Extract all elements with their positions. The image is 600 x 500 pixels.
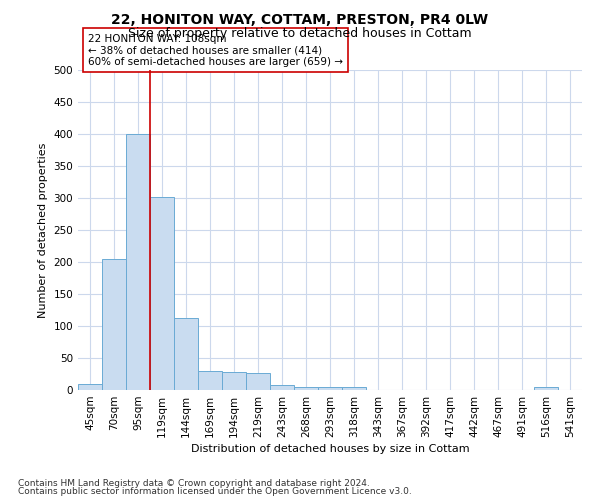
Y-axis label: Number of detached properties: Number of detached properties bbox=[38, 142, 48, 318]
Bar bbox=[150, 196, 174, 390]
Text: Contains HM Land Registry data © Crown copyright and database right 2024.: Contains HM Land Registry data © Crown c… bbox=[18, 478, 370, 488]
X-axis label: Distribution of detached houses by size in Cottam: Distribution of detached houses by size … bbox=[191, 444, 469, 454]
Bar bbox=[198, 371, 222, 390]
Text: Size of property relative to detached houses in Cottam: Size of property relative to detached ho… bbox=[128, 28, 472, 40]
Bar bbox=[174, 318, 198, 390]
Bar bbox=[222, 372, 246, 390]
Bar bbox=[294, 387, 318, 390]
Text: 22, HONITON WAY, COTTAM, PRESTON, PR4 0LW: 22, HONITON WAY, COTTAM, PRESTON, PR4 0L… bbox=[112, 12, 488, 26]
Text: Contains public sector information licensed under the Open Government Licence v3: Contains public sector information licen… bbox=[18, 487, 412, 496]
Bar bbox=[78, 384, 102, 390]
Bar bbox=[342, 387, 366, 390]
Bar bbox=[534, 388, 558, 390]
Bar bbox=[102, 259, 126, 390]
Bar bbox=[246, 374, 270, 390]
Bar bbox=[126, 134, 150, 390]
Bar bbox=[318, 388, 342, 390]
Text: 22 HONITON WAY: 108sqm
← 38% of detached houses are smaller (414)
60% of semi-de: 22 HONITON WAY: 108sqm ← 38% of detached… bbox=[88, 34, 343, 67]
Bar bbox=[270, 385, 294, 390]
